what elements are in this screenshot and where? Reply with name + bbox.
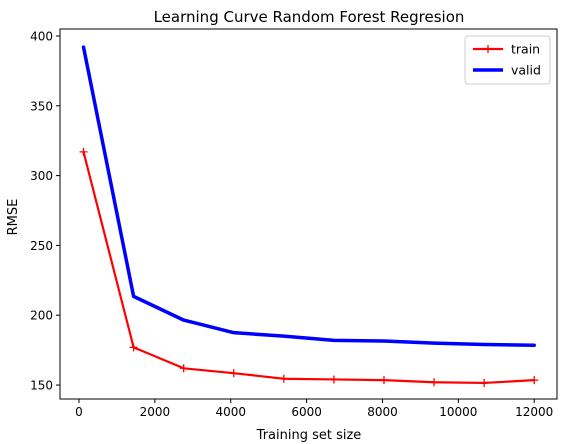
- chart-title: Learning Curve Random Forest Regresion: [154, 8, 465, 26]
- series-line-train: [82, 150, 536, 385]
- x-axis-ticks: 0 2000 4000 6000 8000 10000 12000: [75, 399, 553, 419]
- x-tick-label: 4000: [215, 405, 246, 419]
- x-axis-label: Training set size: [256, 428, 362, 443]
- legend-label-train: train: [511, 42, 540, 57]
- series-line-valid: [81, 45, 536, 347]
- data-point-train: [229, 369, 238, 378]
- data-point-train: [279, 374, 288, 383]
- y-tick-label: 300: [30, 169, 53, 183]
- y-axis-ticks: 150 200 250 300 350 400: [30, 29, 60, 393]
- y-tick-label: 150: [30, 379, 53, 393]
- x-tick-label: 12000: [515, 405, 553, 419]
- data-point-train: [79, 147, 88, 156]
- data-point-train: [480, 378, 489, 387]
- y-tick-label: 350: [30, 99, 53, 113]
- y-tick-label: 400: [30, 29, 53, 43]
- legend-marker-train: [484, 45, 492, 53]
- data-point-train: [329, 375, 338, 384]
- x-tick-label: 0: [75, 405, 83, 419]
- series-markers: [79, 147, 539, 387]
- x-tick-label: 10000: [439, 405, 477, 419]
- data-point-train: [179, 364, 188, 373]
- y-tick-label: 200: [30, 309, 53, 323]
- y-axis-label: RMSE: [6, 199, 21, 236]
- legend-label-valid: valid: [511, 63, 541, 78]
- x-tick-label: 6000: [291, 405, 322, 419]
- data-point-train: [379, 376, 388, 385]
- data-point-train: [430, 378, 439, 387]
- data-point-train: [530, 376, 539, 385]
- data-point-train: [129, 343, 138, 352]
- plot-frame: [59, 28, 558, 400]
- legend: train valid: [464, 35, 551, 85]
- y-tick-label: 250: [30, 239, 53, 253]
- series-lines: [81, 45, 536, 385]
- x-tick-label: 8000: [367, 405, 398, 419]
- x-tick-label: 2000: [140, 405, 171, 419]
